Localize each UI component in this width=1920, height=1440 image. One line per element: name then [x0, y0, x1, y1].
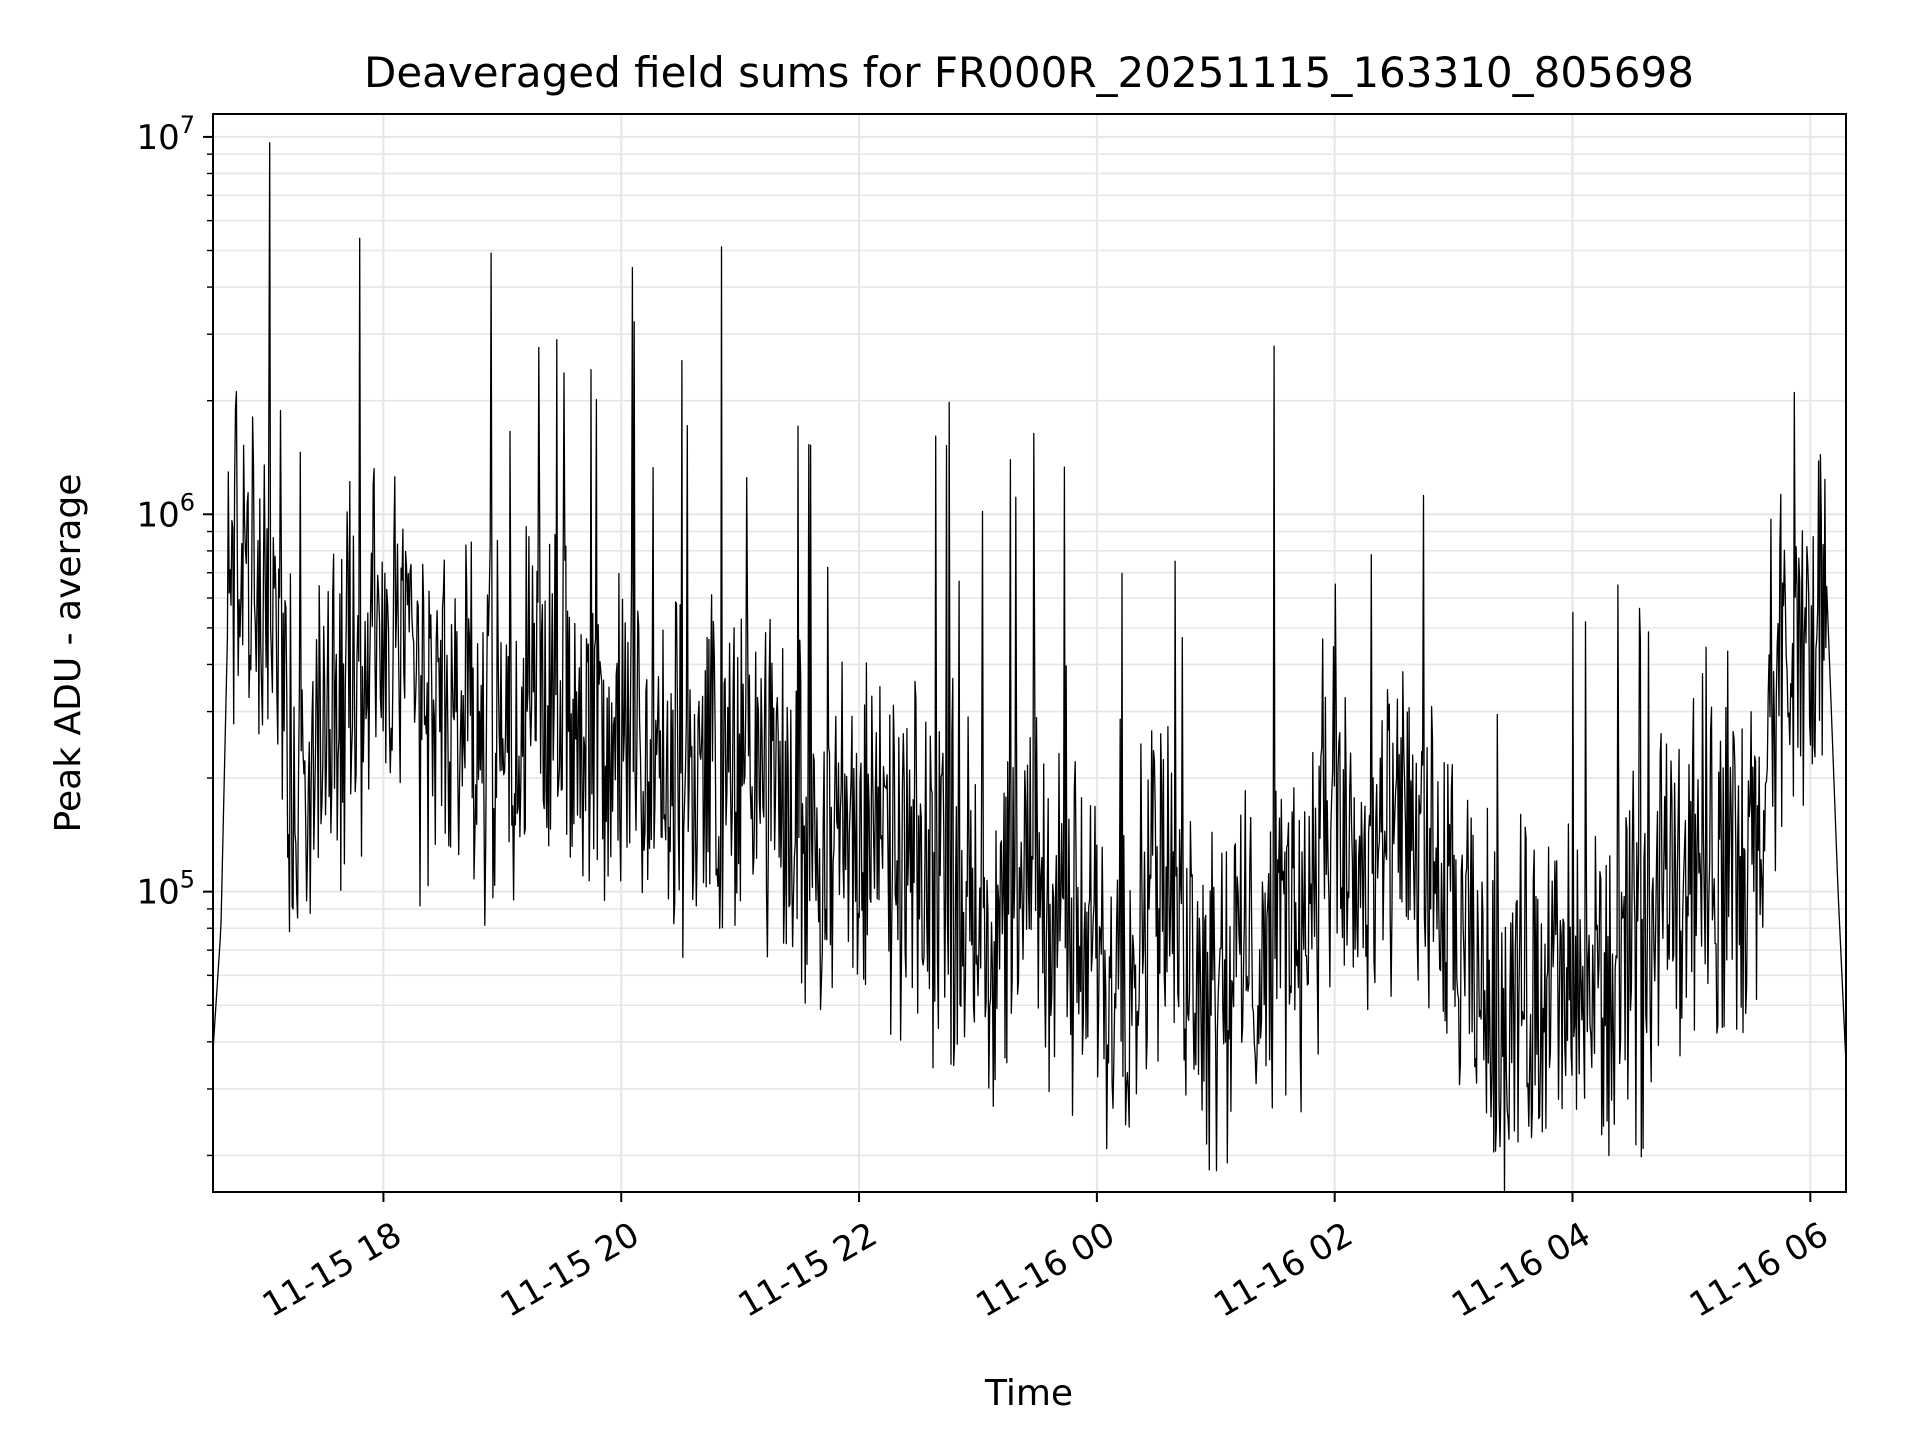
- x-axis-label: Time: [984, 1373, 1073, 1414]
- plot-frame: [212, 113, 1847, 1193]
- series-line: [212, 142, 1847, 1192]
- y-tick-label: 105: [136, 866, 195, 913]
- y-tick-label: 107: [136, 111, 195, 158]
- y-axis-label: Peak ADU - average: [48, 474, 89, 833]
- plot-area: [212, 142, 1847, 1192]
- chart-title: Deaveraged field sums for FR000R_2025111…: [364, 48, 1694, 97]
- y-tick-label: 106: [136, 488, 195, 535]
